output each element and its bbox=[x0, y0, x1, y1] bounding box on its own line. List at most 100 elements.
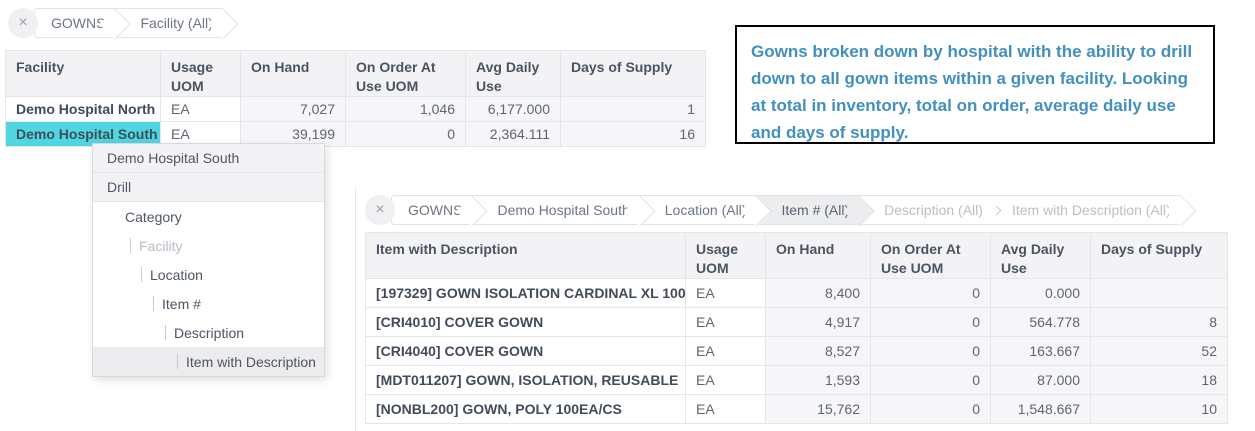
col-header-on-hand: On Hand bbox=[240, 50, 346, 97]
days-of-supply-cell: 10 bbox=[1090, 394, 1228, 424]
menu-item-category[interactable]: Category bbox=[93, 202, 324, 231]
table-header-row: Facility Usage UOM On Hand On Order At U… bbox=[5, 50, 706, 97]
breadcrumb-label: Item with Description (All) bbox=[1011, 202, 1171, 218]
indent-bar-icon bbox=[130, 238, 131, 253]
col-header-item-with-description: Item with Description bbox=[365, 232, 686, 279]
on-hand-cell: 8,527 bbox=[765, 336, 871, 366]
context-menu-section-label: Drill bbox=[107, 179, 132, 195]
breadcrumb-item-demo-hospital-south[interactable]: Demo Hospital South bbox=[472, 195, 640, 225]
breadcrumb-label: Description (All) bbox=[884, 202, 983, 218]
col-header-avg-daily-use: Avg Daily Use bbox=[465, 50, 561, 97]
item-cell[interactable]: [CRI4010] COVER GOWN bbox=[365, 307, 686, 337]
on-hand-cell: 8,400 bbox=[765, 278, 871, 308]
avg-daily-use-cell: 163.667 bbox=[990, 336, 1091, 366]
usage-uom-cell: EA bbox=[160, 96, 241, 122]
breadcrumb: × GOWNS Facility (All) bbox=[8, 8, 223, 38]
item-cell[interactable]: [MDT011207] GOWN, ISOLATION, REUSABLE bbox=[365, 365, 686, 395]
close-icon[interactable]: × bbox=[8, 8, 38, 38]
breadcrumb-item-item-number-all[interactable]: Item # (All) bbox=[756, 195, 860, 225]
col-header-usage-uom: Usage UOM bbox=[685, 232, 766, 279]
table-row: Demo Hospital North EA 7,027 1,046 6,177… bbox=[5, 96, 706, 122]
facility-cell[interactable]: Demo Hospital North bbox=[5, 96, 161, 122]
menu-item-label: Description bbox=[174, 324, 245, 341]
table-row: [CRI4040] COVER GOWN EA 8,527 0 163.667 … bbox=[365, 336, 1228, 366]
breadcrumb-item-facility-all[interactable]: Facility (All) bbox=[115, 8, 223, 38]
menu-item-label: Category bbox=[125, 208, 182, 225]
breadcrumb-label: GOWNS bbox=[408, 202, 463, 218]
days-of-supply-cell: 52 bbox=[1090, 336, 1228, 366]
indent-bar-icon bbox=[153, 296, 154, 311]
table-row: [197329] GOWN ISOLATION CARDINAL XL 100/… bbox=[365, 278, 1228, 308]
table-row: [CRI4010] COVER GOWN EA 4,917 0 564.778 … bbox=[365, 307, 1228, 337]
col-header-on-order: On Order At Use UOM bbox=[345, 50, 466, 97]
usage-uom-cell: EA bbox=[685, 278, 766, 308]
item-cell[interactable]: [CRI4040] COVER GOWN bbox=[365, 336, 686, 366]
table-row: [NONBL200] GOWN, POLY 100EA/CS EA 15,762… bbox=[365, 394, 1228, 424]
on-hand-cell: 7,027 bbox=[240, 96, 346, 122]
menu-item-description[interactable]: Description bbox=[93, 318, 324, 347]
breadcrumb-item-location-all[interactable]: Location (All) bbox=[639, 195, 757, 225]
col-header-on-hand: On Hand bbox=[765, 232, 871, 279]
drill-breadcrumb: × GOWNS Demo Hospital South Location (Al… bbox=[365, 195, 1181, 225]
menu-item-item-with-description[interactable]: Item with Description bbox=[93, 347, 324, 376]
on-order-cell: 0 bbox=[870, 365, 991, 395]
on-hand-cell: 1,593 bbox=[765, 365, 871, 395]
close-icon[interactable]: × bbox=[365, 195, 395, 225]
menu-item-label: Location bbox=[150, 266, 203, 283]
item-cell[interactable]: [197329] GOWN ISOLATION CARDINAL XL 100/… bbox=[365, 278, 686, 308]
annotation-note: Gowns broken down by hospital with the a… bbox=[735, 25, 1215, 144]
chevron-right-icon bbox=[991, 205, 1002, 215]
menu-item-location[interactable]: Location bbox=[93, 260, 324, 289]
on-hand-cell: 4,917 bbox=[765, 307, 871, 337]
breadcrumb-item-gowns[interactable]: GOWNS bbox=[391, 195, 473, 225]
panel-divider bbox=[355, 187, 356, 431]
days-of-supply-cell: 8 bbox=[1090, 307, 1228, 337]
menu-item-label: Item # bbox=[162, 295, 201, 312]
context-menu-header-label: Demo Hospital South bbox=[107, 150, 240, 166]
on-order-cell: 0 bbox=[345, 121, 466, 147]
facility-cell-selected[interactable]: Demo Hospital South bbox=[5, 121, 161, 147]
usage-uom-cell: EA bbox=[685, 307, 766, 337]
menu-item-item-number[interactable]: Item # bbox=[93, 289, 324, 318]
menu-item-label: Item with Description bbox=[186, 353, 316, 370]
table-row: [MDT011207] GOWN, ISOLATION, REUSABLE EA… bbox=[365, 365, 1228, 395]
avg-daily-use-cell: 2,364.111 bbox=[465, 121, 561, 147]
on-hand-cell: 15,762 bbox=[765, 394, 871, 424]
annotation-text: Gowns broken down by hospital with the a… bbox=[751, 42, 1193, 142]
item-cell[interactable]: [NONBL200] GOWN, POLY 100EA/CS bbox=[365, 394, 686, 424]
on-order-cell: 0 bbox=[870, 394, 991, 424]
breadcrumb-label: Location (All) bbox=[664, 202, 747, 218]
on-order-cell: 0 bbox=[870, 336, 991, 366]
breadcrumb-item-gowns[interactable]: GOWNS bbox=[34, 8, 116, 38]
table-header-row: Item with Description Usage UOM On Hand … bbox=[365, 232, 1228, 279]
breadcrumb-label: Facility (All) bbox=[140, 15, 213, 31]
avg-daily-use-cell: 6,177.000 bbox=[465, 96, 561, 122]
col-header-facility: Facility bbox=[5, 50, 161, 97]
col-header-days-of-supply: Days of Supply bbox=[560, 50, 706, 97]
avg-daily-use-cell: 87.000 bbox=[990, 365, 1091, 395]
item-table: Item with Description Usage UOM On Hand … bbox=[365, 232, 1228, 424]
menu-item-label: Facility bbox=[139, 237, 183, 254]
facility-table: Facility Usage UOM On Hand On Order At U… bbox=[5, 50, 706, 147]
indent-bar-icon bbox=[177, 354, 178, 369]
on-hand-cell: 39,199 bbox=[240, 121, 346, 147]
table-row: Demo Hospital South EA 39,199 0 2,364.11… bbox=[5, 121, 706, 147]
menu-item-facility: Facility bbox=[93, 231, 324, 260]
on-order-cell: 1,046 bbox=[345, 96, 466, 122]
indent-bar-icon bbox=[141, 267, 142, 282]
breadcrumb-label: GOWNS bbox=[51, 15, 106, 31]
on-order-cell: 0 bbox=[870, 307, 991, 337]
days-of-supply-cell bbox=[1090, 278, 1228, 308]
breadcrumb-label: Demo Hospital South bbox=[497, 202, 630, 218]
col-header-usage-uom: Usage UOM bbox=[160, 50, 241, 97]
breadcrumb-item-description-all[interactable]: Description (All) Item with Description … bbox=[859, 195, 1181, 225]
drill-context-menu: Demo Hospital South Drill Category Facil… bbox=[92, 143, 325, 377]
days-of-supply-cell: 16 bbox=[560, 121, 706, 147]
usage-uom-cell: EA bbox=[685, 365, 766, 395]
on-order-cell: 0 bbox=[870, 278, 991, 308]
days-of-supply-cell: 18 bbox=[1090, 365, 1228, 395]
context-menu-header: Demo Hospital South bbox=[93, 144, 324, 173]
context-menu-section-drill: Drill bbox=[93, 173, 324, 202]
avg-daily-use-cell: 1,548.667 bbox=[990, 394, 1091, 424]
